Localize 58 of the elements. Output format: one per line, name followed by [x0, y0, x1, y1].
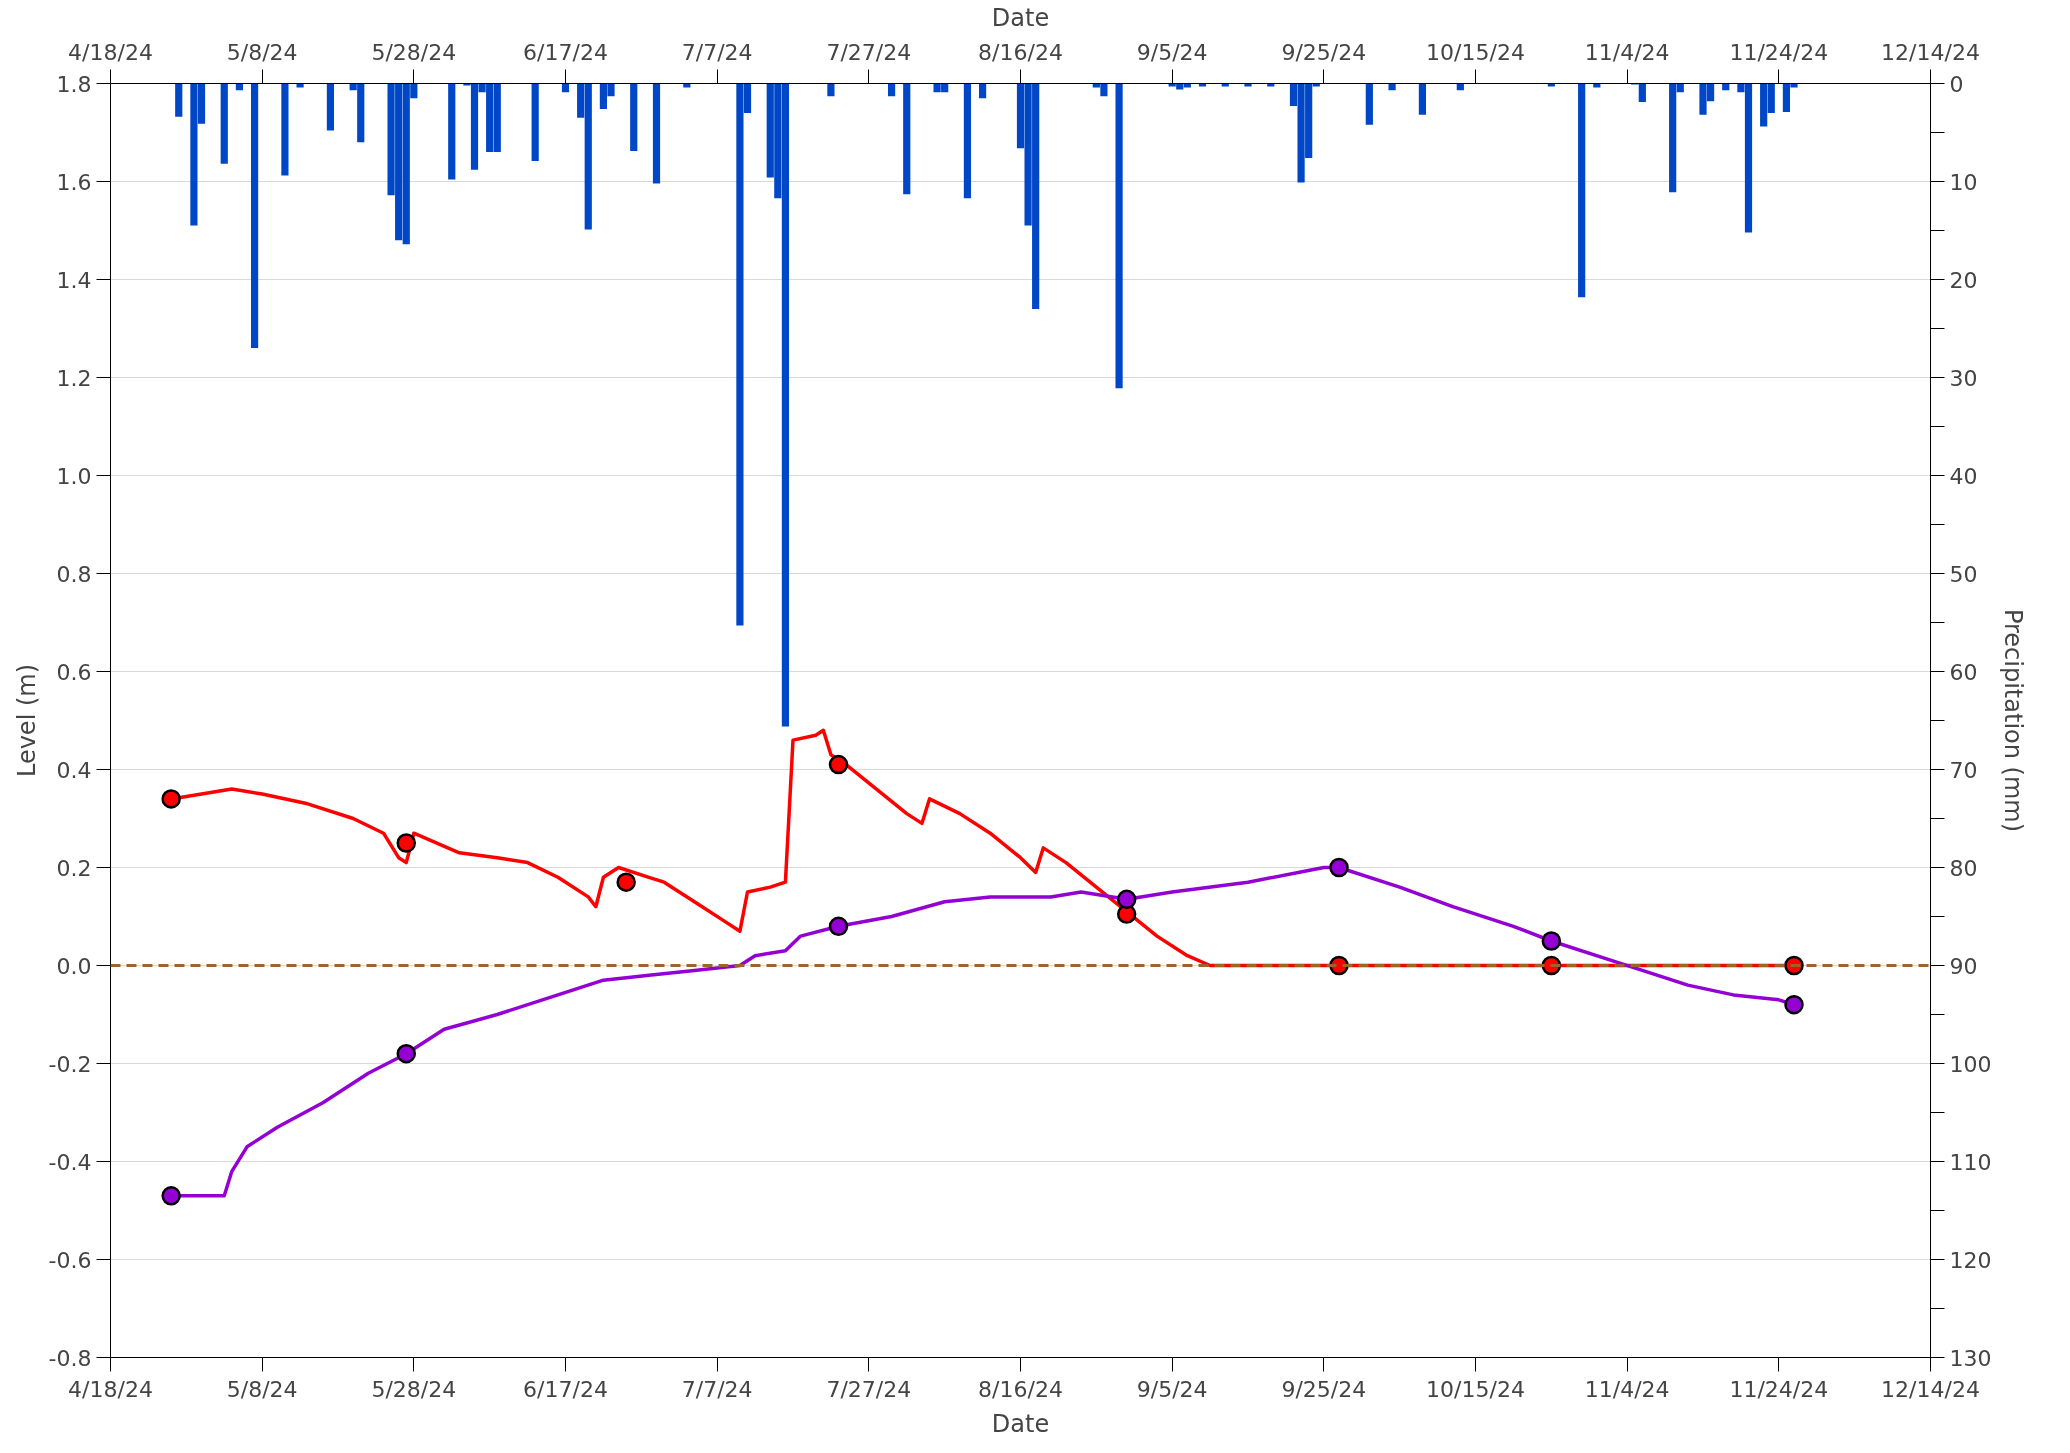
y-tick-label: -0.2 — [48, 1051, 92, 1077]
x-tick-label: 11/4/24 — [1584, 39, 1670, 65]
y-tick-label: -0.6 — [48, 1247, 92, 1273]
x-tick-label: 7/7/24 — [681, 39, 753, 65]
x-tick-label: 9/5/24 — [1136, 39, 1208, 65]
y-tick-label: 0.8 — [56, 561, 92, 587]
x2-tick-label: 8/16/24 — [978, 1376, 1063, 1402]
y2-tick-label: 80 — [1949, 855, 1978, 881]
x-tick-label: 9/25/24 — [1281, 39, 1367, 65]
y2-tick-label: 120 — [1949, 1247, 1992, 1273]
x2-tick-label: 12/14/24 — [1881, 1376, 1980, 1402]
y2-tick-label: 20 — [1949, 267, 1978, 293]
y2-tick-label: 0 — [1949, 71, 1964, 97]
y-tick-label: -0.8 — [48, 1345, 92, 1371]
y-tick-label: 1.6 — [56, 169, 92, 195]
y-axis-title: Level (m) — [12, 663, 41, 778]
x2-tick-label: 7/7/24 — [681, 1376, 753, 1402]
x-axis-title: Date — [991, 1409, 1050, 1438]
x2-tick-label: 6/17/24 — [523, 1376, 608, 1402]
y2-tick-label: 130 — [1949, 1345, 1992, 1371]
y-tick-label: 1.2 — [56, 365, 92, 391]
x2-tick-label: 5/8/24 — [226, 1376, 298, 1402]
x2-tick-label: 11/4/24 — [1584, 1376, 1670, 1402]
y2-axis-title: Precipitation (mm) — [1999, 608, 2028, 833]
y-tick-label: 0.4 — [56, 757, 92, 783]
x2-tick-label: 10/15/24 — [1426, 1376, 1525, 1402]
x-tick-label: 12/14/24 — [1881, 39, 1980, 65]
y-tick-label: 0.2 — [56, 855, 92, 881]
x2-tick-label: 5/28/24 — [371, 1376, 457, 1402]
y2-tick-label: 70 — [1949, 757, 1978, 783]
y2-tick-label: 60 — [1949, 659, 1978, 685]
x2-tick-label: 7/27/24 — [826, 1376, 912, 1402]
x-tick-label: 6/17/24 — [523, 39, 608, 65]
y2-tick-label: 100 — [1949, 1051, 1992, 1077]
y-tick-label: 0.0 — [56, 953, 92, 979]
x2-tick-label: 9/25/24 — [1281, 1376, 1367, 1402]
x-tick-label: 8/16/24 — [978, 39, 1063, 65]
y2-tick-label: 30 — [1949, 365, 1978, 391]
x-tick-label: 11/24/24 — [1729, 39, 1829, 65]
y-tick-label: 0.6 — [56, 659, 92, 685]
x2-axis-title: Date — [991, 3, 1050, 32]
x-tick-label: 7/27/24 — [826, 39, 912, 65]
y-tick-label: 1.4 — [56, 267, 92, 293]
y-tick-label: 1.0 — [56, 463, 92, 489]
x-tick-label: 10/15/24 — [1426, 39, 1525, 65]
x-tick-label: 5/8/24 — [226, 39, 298, 65]
x-tick-label: 4/18/24 — [68, 39, 153, 65]
y2-tick-label: 110 — [1949, 1149, 1992, 1175]
y2-tick-label: 90 — [1949, 953, 1978, 979]
x2-tick-label: 11/24/24 — [1729, 1376, 1829, 1402]
x2-tick-label: 9/5/24 — [1136, 1376, 1208, 1402]
x-tick-label: 5/28/24 — [371, 39, 457, 65]
y2-tick-label: 40 — [1949, 463, 1978, 489]
y-tick-label: -0.4 — [48, 1149, 92, 1175]
y2-tick-label: 10 — [1949, 169, 1978, 195]
y2-tick-label: 50 — [1949, 561, 1978, 587]
x2-tick-label: 4/18/24 — [68, 1376, 153, 1402]
y-tick-label: 1.8 — [56, 71, 92, 97]
